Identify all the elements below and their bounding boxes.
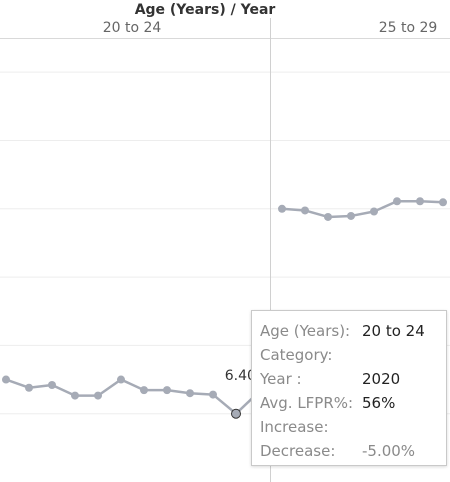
tooltip-key: Year : bbox=[260, 370, 302, 388]
tooltip-row-age: Age (Years): 20 to 24 bbox=[260, 319, 446, 343]
tooltip-value: -5.00% bbox=[362, 442, 416, 460]
tooltip-row-lfpr: Avg. LFPR%: 56% bbox=[260, 391, 446, 415]
data-point[interactable] bbox=[209, 390, 217, 399]
data-point[interactable] bbox=[2, 375, 10, 384]
tooltip-key: Category: bbox=[260, 346, 333, 364]
data-point[interactable] bbox=[94, 391, 102, 400]
data-point[interactable] bbox=[324, 212, 332, 221]
series-lines: 6.40% bbox=[2, 197, 447, 419]
data-point[interactable] bbox=[48, 381, 56, 390]
tooltip-value: 20 to 24 bbox=[362, 322, 425, 340]
data-point[interactable] bbox=[186, 389, 194, 398]
panel-label-25-to-29[interactable]: 25 to 29 bbox=[379, 20, 438, 36]
data-point[interactable] bbox=[347, 211, 355, 220]
tooltip-key: Avg. LFPR%: bbox=[260, 394, 354, 412]
series-line bbox=[5, 378, 260, 415]
tooltip-key: Age (Years): bbox=[260, 322, 351, 340]
data-point-selected[interactable] bbox=[231, 408, 241, 419]
data-point[interactable] bbox=[416, 197, 424, 206]
data-point[interactable] bbox=[163, 386, 171, 395]
data-point[interactable] bbox=[117, 375, 125, 384]
tooltip-key: Decrease: bbox=[260, 442, 336, 460]
data-point[interactable] bbox=[439, 198, 447, 207]
data-point[interactable] bbox=[25, 383, 33, 392]
tooltip-row-category: Category: bbox=[260, 343, 446, 367]
tooltip: Age (Years): 20 to 24 Category: Year : 2… bbox=[251, 310, 447, 466]
data-point[interactable] bbox=[140, 386, 148, 395]
tooltip-value: 56% bbox=[362, 394, 396, 412]
data-point[interactable] bbox=[393, 197, 401, 206]
column-header-title: Age (Years) / Year bbox=[135, 2, 276, 18]
tooltip-row-increase: Increase: bbox=[260, 415, 446, 439]
data-point[interactable] bbox=[278, 204, 286, 213]
data-point[interactable] bbox=[71, 391, 79, 400]
data-point[interactable] bbox=[370, 207, 378, 216]
tooltip-row-year: Year : 2020 bbox=[260, 367, 446, 391]
panel-label-20-to-24[interactable]: 20 to 24 bbox=[103, 20, 162, 36]
tooltip-value: 2020 bbox=[362, 370, 401, 388]
tooltip-row-decrease: Decrease: -5.00% bbox=[260, 439, 446, 463]
tooltip-key: Increase: bbox=[260, 418, 329, 436]
data-point[interactable] bbox=[301, 206, 309, 215]
